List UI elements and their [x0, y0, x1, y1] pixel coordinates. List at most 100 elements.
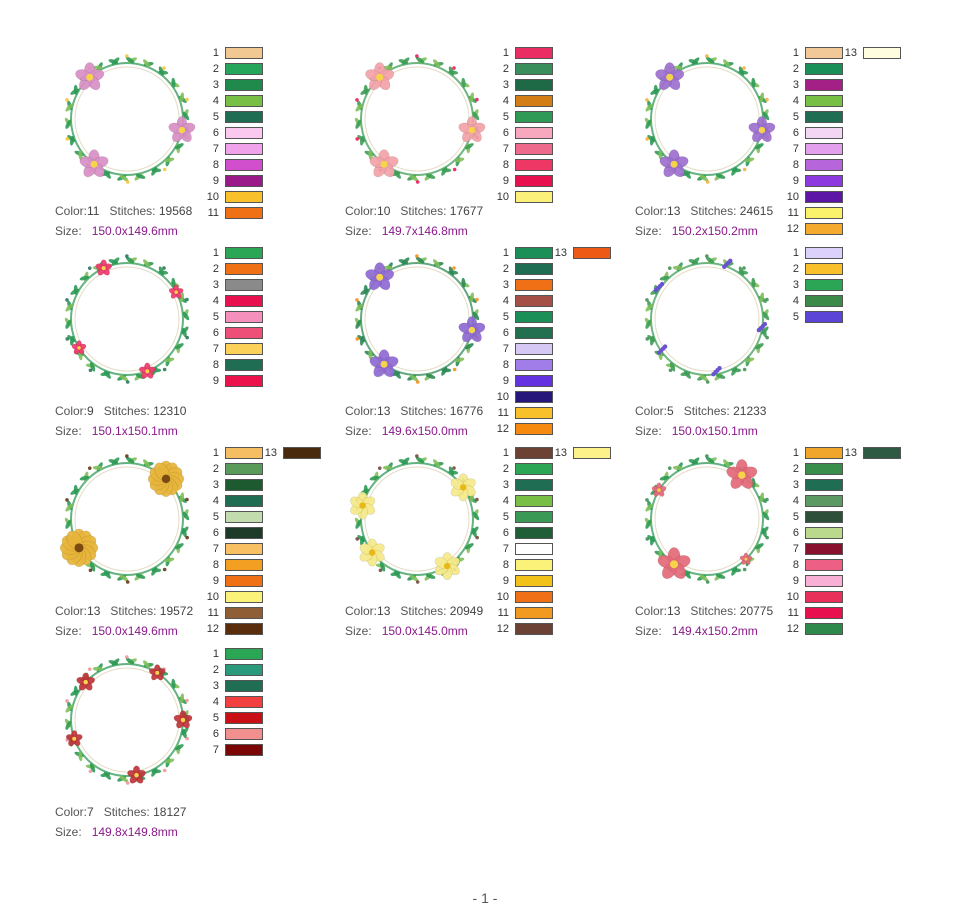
color-swatch [805, 263, 843, 275]
color-swatch [225, 591, 263, 603]
thread-number: 2 [792, 463, 799, 475]
thread-number: 3 [792, 279, 799, 291]
color-swatch [515, 127, 553, 139]
thread-number: 6 [212, 327, 219, 339]
color-swatch [805, 575, 843, 587]
color-swatch [283, 447, 321, 459]
design-size: Size: 149.7x146.8mm [345, 224, 468, 238]
design-card: Color:10 Stitches: 17677 Size: 149.7x146.… [345, 47, 635, 247]
stitches-label: Stitches: [690, 204, 737, 218]
color-swatch [225, 696, 263, 708]
thread-number: 7 [502, 143, 509, 155]
thread-number: 11 [787, 607, 799, 619]
thread-number: 3 [792, 479, 799, 491]
size-value: 149.4x150.2mm [671, 624, 758, 638]
thread-number: 8 [212, 559, 219, 571]
design-stats: Color:13 Stitches: 20949 [345, 604, 483, 618]
color-swatch [225, 447, 263, 459]
thread-number: 5 [212, 511, 219, 523]
color-swatch [225, 463, 263, 475]
thread-number: 8 [212, 159, 219, 171]
color-label: Color: [55, 604, 88, 618]
thread-number: 2 [792, 263, 799, 275]
color-swatch [225, 680, 263, 692]
stitches-label: Stitches: [690, 604, 737, 618]
thread-number: 11 [207, 607, 219, 619]
color-swatch [805, 495, 843, 507]
color-count: 10 [377, 204, 391, 218]
size-value: 150.2x150.2mm [671, 224, 758, 238]
color-count: 13 [667, 204, 681, 218]
thread-number: 9 [212, 575, 219, 587]
color-swatch [805, 591, 843, 603]
color-swatch [225, 263, 263, 275]
stitches-label: Stitches: [400, 404, 447, 418]
color-count: 13 [87, 604, 101, 618]
thread-number: 10 [496, 591, 509, 603]
thread-number: 9 [792, 175, 799, 187]
design-size: Size: 149.8x149.8mm [55, 825, 178, 839]
color-swatch [515, 527, 553, 539]
wreath-preview-image [55, 247, 200, 392]
color-swatch [225, 543, 263, 555]
size-label: Size: [635, 624, 662, 638]
thread-number: 7 [212, 343, 219, 355]
stitch-count: 12310 [153, 404, 187, 418]
color-swatch [515, 607, 553, 619]
stitch-count: 21233 [733, 404, 767, 418]
color-swatch [805, 623, 843, 635]
color-swatch [225, 191, 263, 203]
thread-number: 3 [502, 279, 509, 291]
size-label: Size: [345, 224, 372, 238]
color-swatch [225, 664, 263, 676]
color-swatch [225, 279, 263, 291]
color-swatch [515, 343, 553, 355]
thread-number: 1 [792, 47, 799, 59]
color-swatch [805, 247, 843, 259]
color-swatch [515, 479, 553, 491]
thread-number: 5 [212, 311, 219, 323]
color-swatch [805, 143, 843, 155]
color-swatch [225, 575, 263, 587]
thread-number: 4 [502, 495, 509, 507]
thread-number: 4 [212, 95, 219, 107]
thread-number: 2 [212, 263, 219, 275]
size-value: 150.0x149.6mm [91, 224, 178, 238]
color-swatch [225, 607, 263, 619]
thread-number: 4 [792, 295, 799, 307]
stitches-label: Stitches: [103, 805, 150, 819]
color-swatch [805, 311, 843, 323]
color-swatch [805, 463, 843, 475]
thread-number: 3 [792, 79, 799, 91]
size-label: Size: [635, 424, 662, 438]
size-label: Size: [55, 624, 82, 638]
design-card: Color:11 Stitches: 19568 Size: 150.0x149.… [55, 47, 345, 247]
color-swatch [515, 391, 553, 403]
wreath-preview-image [345, 447, 490, 592]
design-card: Color:13 Stitches: 24615 Size: 150.2x150.… [635, 47, 925, 247]
stitches-label: Stitches: [103, 404, 150, 418]
stitch-count: 19568 [158, 204, 193, 218]
color-swatch [225, 47, 263, 59]
thread-number: 3 [212, 680, 219, 692]
design-size: Size: 150.0x149.6mm [55, 624, 178, 638]
design-stats: Color:7 Stitches: 18127 [55, 805, 186, 819]
color-swatch [225, 159, 263, 171]
wreath-preview-image [635, 447, 780, 592]
thread-number: 10 [786, 591, 799, 603]
thread-number: 7 [502, 543, 509, 555]
wreath-preview-image [55, 47, 200, 192]
color-swatch [805, 543, 843, 555]
color-count: 13 [377, 604, 391, 618]
color-swatch [805, 63, 843, 75]
thread-number: 2 [792, 63, 799, 75]
color-swatch [515, 359, 553, 371]
stitch-count: 19572 [159, 604, 194, 618]
color-count: 13 [667, 604, 681, 618]
thread-number: 9 [792, 575, 799, 587]
thread-number: 4 [502, 295, 509, 307]
color-swatch [805, 607, 843, 619]
design-card: Color:13 Stitches: 20775 Size: 149.4x150.… [635, 447, 925, 647]
design-card: Color:13 Stitches: 19572 Size: 150.0x149.… [55, 447, 345, 647]
wreath-preview-image [345, 247, 490, 392]
